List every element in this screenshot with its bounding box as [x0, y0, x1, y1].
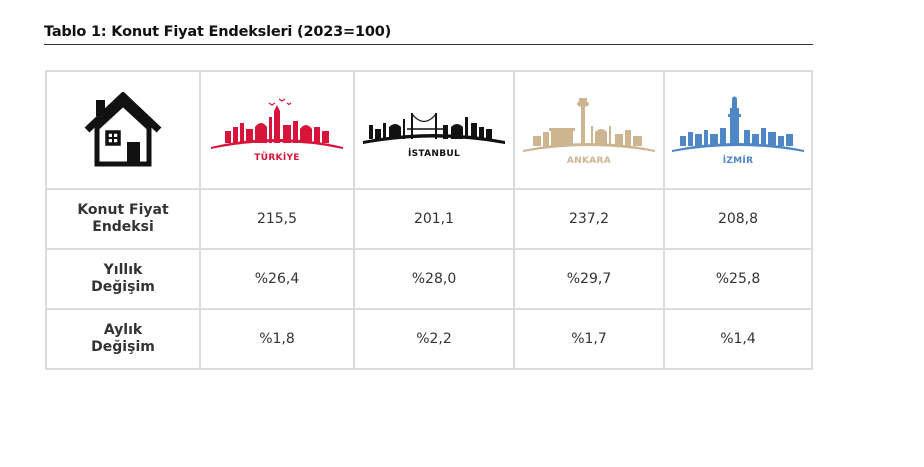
cell-ankara: %1,7 [513, 308, 665, 370]
row-label-line1: Konut Fiyat [77, 202, 169, 218]
cell-ankara: %29,7 [513, 248, 665, 310]
index-table: TÜRKİYE [45, 70, 813, 370]
row-label-line2: Endeksi [92, 219, 154, 235]
cell-istanbul: %2,2 [353, 308, 515, 370]
table-row-konut-fiyat-endeksi: Konut Fiyat Endeksi 215,5 201,1 237,2 20… [45, 188, 813, 250]
row-label-line2: Değişim [91, 339, 155, 355]
istanbul-skyline-icon [363, 113, 505, 144]
row-label-line2: Değişim [91, 279, 155, 295]
cell-turkiye: %26,4 [199, 248, 355, 310]
city-name-istanbul: İSTANBUL [407, 149, 461, 159]
city-name-izmir: İZMİR [722, 156, 754, 166]
izmir-skyline-icon [672, 96, 804, 152]
cell-izmir: %1,4 [663, 308, 813, 370]
city-name-turkiye: TÜRKİYE [254, 153, 300, 163]
cell-izmir: 208,8 [663, 188, 813, 250]
header-turkiye: TÜRKİYE [199, 70, 355, 190]
row-label-line1: Yıllık [103, 262, 143, 278]
row-label: Konut Fiyat Endeksi [45, 188, 201, 250]
table-header-row: TÜRKİYE [45, 70, 813, 190]
turkiye-skyline-icon [211, 98, 343, 149]
table-title: Tablo 1: Konut Fiyat Endeksleri (2023=10… [44, 22, 813, 45]
row-label-line1: Aylık [103, 322, 143, 338]
cell-istanbul: 201,1 [353, 188, 515, 250]
house-icon [84, 92, 162, 167]
row-label: Yıllık Değişim [45, 248, 201, 310]
table-row-yillik-degisim: Yıllık Değişim %26,4 %28,0 %29,7 %25,8 [45, 248, 813, 310]
header-ankara: ANKARA [513, 70, 665, 190]
header-izmir: İZMİR [663, 70, 813, 190]
header-icon-cell [45, 70, 201, 190]
cell-turkiye: %1,8 [199, 308, 355, 370]
ankara-skyline-icon [523, 98, 655, 152]
table-row-aylik-degisim: Aylık Değişim %1,8 %2,2 %1,7 %1,4 [45, 308, 813, 370]
cell-izmir: %25,8 [663, 248, 813, 310]
cell-ankara: 237,2 [513, 188, 665, 250]
cell-istanbul: %28,0 [353, 248, 515, 310]
row-label: Aylık Değişim [45, 308, 201, 370]
header-istanbul: İSTANBUL [353, 70, 515, 190]
city-name-ankara: ANKARA [566, 156, 612, 166]
cell-turkiye: 215,5 [199, 188, 355, 250]
